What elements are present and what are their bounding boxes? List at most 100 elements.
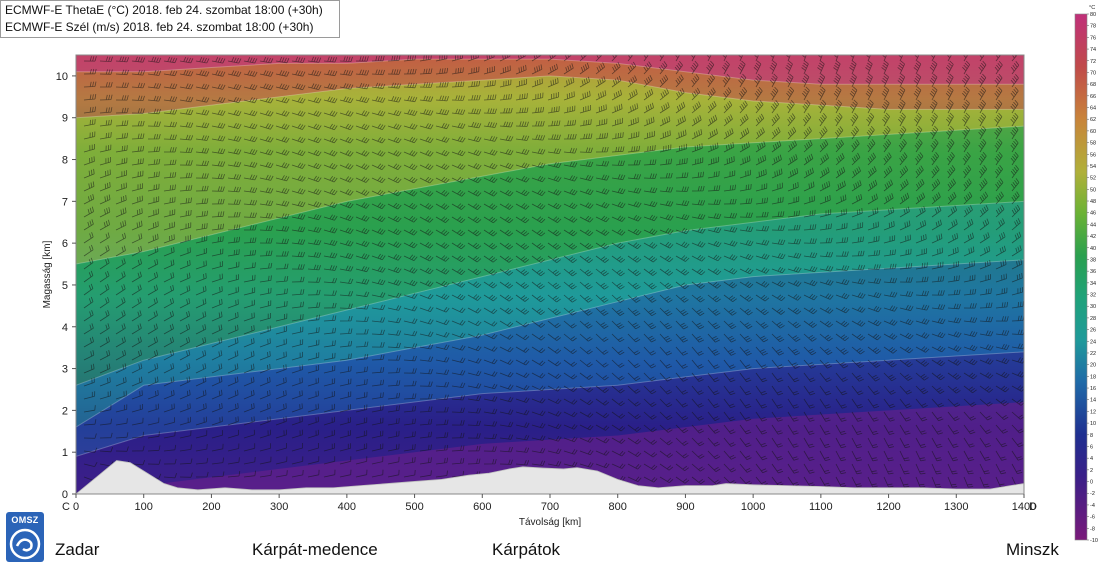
wind-barb — [595, 76, 606, 88]
wind-barb — [595, 215, 610, 223]
wind-barb — [147, 208, 159, 218]
wind-barb — [195, 444, 208, 452]
wind-barb — [131, 403, 143, 413]
wind-barb — [323, 175, 338, 183]
wind-barb — [771, 140, 782, 153]
wind-barb — [707, 398, 720, 409]
wind-barb — [962, 112, 970, 127]
wind-barb — [435, 81, 449, 88]
wind-barb — [579, 281, 593, 290]
wind-barb — [355, 417, 368, 426]
wind-barb — [227, 148, 242, 155]
wind-barb — [307, 162, 322, 170]
wind-barb — [83, 244, 94, 257]
wind-barb — [499, 242, 514, 250]
wind-barb — [243, 470, 256, 478]
wind-barb — [835, 251, 849, 257]
wind-barb — [163, 444, 177, 452]
wind-barb — [995, 343, 1010, 350]
wind-barb — [291, 70, 306, 77]
wind-barb — [163, 297, 174, 309]
wind-barb — [195, 70, 210, 77]
wind-barb — [994, 165, 1003, 179]
wind-barb — [931, 290, 945, 296]
wind-barb — [579, 398, 594, 406]
wind-barb — [147, 271, 159, 283]
wind-barb — [627, 61, 637, 75]
wind-barb — [706, 60, 715, 75]
wind-barb — [339, 252, 354, 259]
wind-barb — [243, 110, 258, 117]
wind-barb — [627, 411, 641, 420]
wind-barb — [307, 456, 320, 465]
wind-barb — [83, 462, 98, 467]
wind-barb — [291, 123, 306, 130]
wind-barb — [99, 432, 113, 439]
wind-barb — [899, 179, 909, 192]
wind-barb — [147, 431, 160, 439]
wind-barb — [419, 381, 433, 387]
wind-barb — [883, 165, 893, 179]
wind-barb — [131, 363, 143, 374]
wind-barb — [595, 229, 610, 236]
wind-barb — [323, 96, 338, 104]
wind-barb — [275, 136, 290, 143]
wind-barb — [99, 219, 110, 231]
wind-barb — [131, 95, 145, 101]
wind-barb — [659, 241, 674, 249]
wind-barb — [627, 268, 641, 277]
wind-barb — [1011, 385, 1024, 392]
wind-barb — [563, 55, 573, 62]
wind-barb — [707, 411, 720, 421]
wind-barb — [547, 189, 562, 196]
wind-barb — [259, 262, 273, 270]
wind-barb — [147, 403, 159, 413]
wind-barb — [723, 226, 738, 233]
wind-barb — [754, 73, 762, 88]
wind-barb — [451, 229, 466, 237]
wind-barb — [195, 57, 210, 64]
wind-barb — [195, 160, 209, 167]
wind-barb — [467, 136, 482, 143]
wind-barb — [355, 316, 369, 322]
wind-barb — [707, 268, 722, 275]
wind-barb — [531, 134, 546, 141]
wind-barb — [195, 416, 207, 426]
wind-barb — [467, 108, 482, 115]
wind-barb — [227, 299, 239, 309]
wind-barb — [371, 202, 386, 210]
wind-barb — [579, 76, 590, 88]
wind-barb — [83, 270, 94, 283]
wind-barb — [723, 307, 737, 316]
wind-barb — [227, 429, 239, 439]
wind-barb — [531, 294, 545, 303]
wind-barb — [627, 255, 642, 263]
wind-barb — [787, 266, 802, 273]
wind-barb — [835, 180, 846, 192]
wind-barb — [515, 281, 529, 289]
wind-barb — [531, 92, 544, 101]
wind-barb — [243, 237, 257, 244]
wind-barb — [211, 311, 223, 322]
wind-barb — [659, 463, 674, 471]
wind-barb — [659, 130, 671, 140]
wind-barb — [179, 234, 191, 244]
wind-barb — [515, 55, 527, 62]
wind-barb — [419, 216, 434, 223]
wind-barb — [835, 153, 845, 166]
wind-barb — [627, 398, 641, 407]
wind-barb — [259, 174, 274, 181]
wind-barb — [611, 320, 625, 330]
wind-barb — [419, 318, 434, 325]
wind-barb — [723, 398, 736, 409]
wind-barb — [707, 333, 720, 343]
wind-barb — [915, 398, 928, 408]
wind-barb — [195, 337, 207, 348]
wind-barb — [722, 60, 730, 75]
wind-barb — [963, 450, 975, 462]
wind-barb — [867, 463, 878, 475]
wind-barb — [147, 445, 161, 452]
wind-barb — [627, 89, 638, 101]
wind-barb — [547, 435, 562, 442]
wind-barb — [515, 121, 529, 127]
